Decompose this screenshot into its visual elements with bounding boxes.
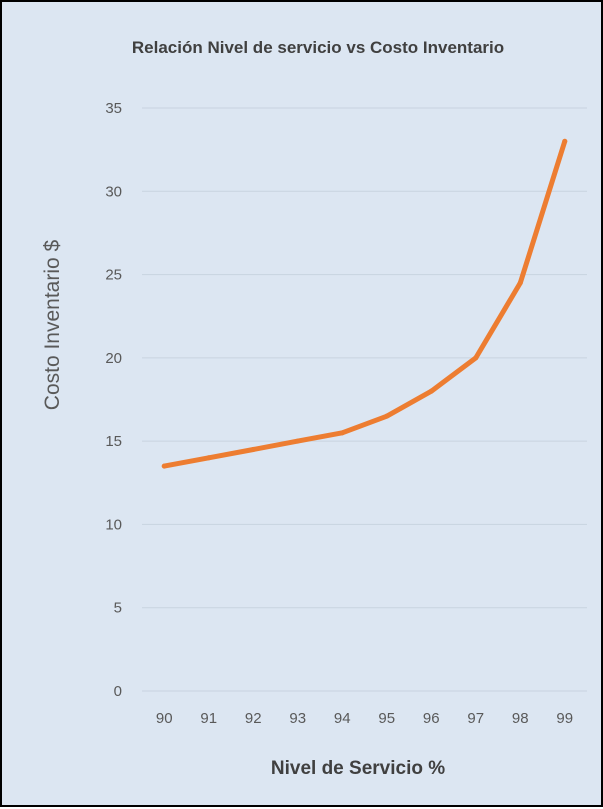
series-line	[161, 138, 568, 469]
y-tick-label: 35	[105, 100, 122, 117]
data-point	[206, 455, 212, 461]
y-tick-label: 5	[114, 600, 122, 617]
chart-title: Relación Nivel de servicio vs Costo Inve…	[132, 38, 504, 57]
x-tick-label: 99	[556, 710, 573, 727]
y-tick-label: 20	[105, 350, 122, 367]
data-point	[295, 438, 301, 444]
x-tick-label: 93	[289, 710, 306, 727]
data-point	[339, 430, 345, 436]
x-tick-label: 95	[378, 710, 395, 727]
y-tick-label: 15	[105, 433, 122, 450]
x-tick-label: 90	[156, 710, 173, 727]
data-point	[562, 138, 568, 144]
x-tick-label: 94	[334, 710, 351, 727]
data-point	[473, 355, 479, 361]
y-tick-label: 25	[105, 267, 122, 284]
y-axis-ticks: 0 5 10 15 20 25 30 35	[105, 100, 122, 700]
data-point	[384, 413, 390, 419]
x-tick-label: 98	[512, 710, 529, 727]
data-point	[250, 446, 256, 452]
y-tick-label: 10	[105, 516, 122, 533]
series-layer	[161, 138, 568, 469]
y-axis-label: Costo Inventario $	[41, 239, 64, 410]
y-tick-label: 0	[114, 683, 122, 700]
x-tick-label: 96	[423, 710, 440, 727]
data-point	[161, 463, 167, 469]
data-point	[517, 280, 523, 286]
y-tick-label: 30	[105, 183, 122, 200]
data-point	[428, 388, 434, 394]
x-axis-ticks: 90 91 92 93 94 95 96 97 98 99	[156, 710, 573, 727]
x-tick-label: 97	[467, 710, 484, 727]
x-tick-label: 91	[200, 710, 217, 727]
x-axis-label: Nivel de Servicio %	[271, 758, 445, 779]
x-tick-label: 92	[245, 710, 262, 727]
grid-lines	[142, 107, 587, 692]
